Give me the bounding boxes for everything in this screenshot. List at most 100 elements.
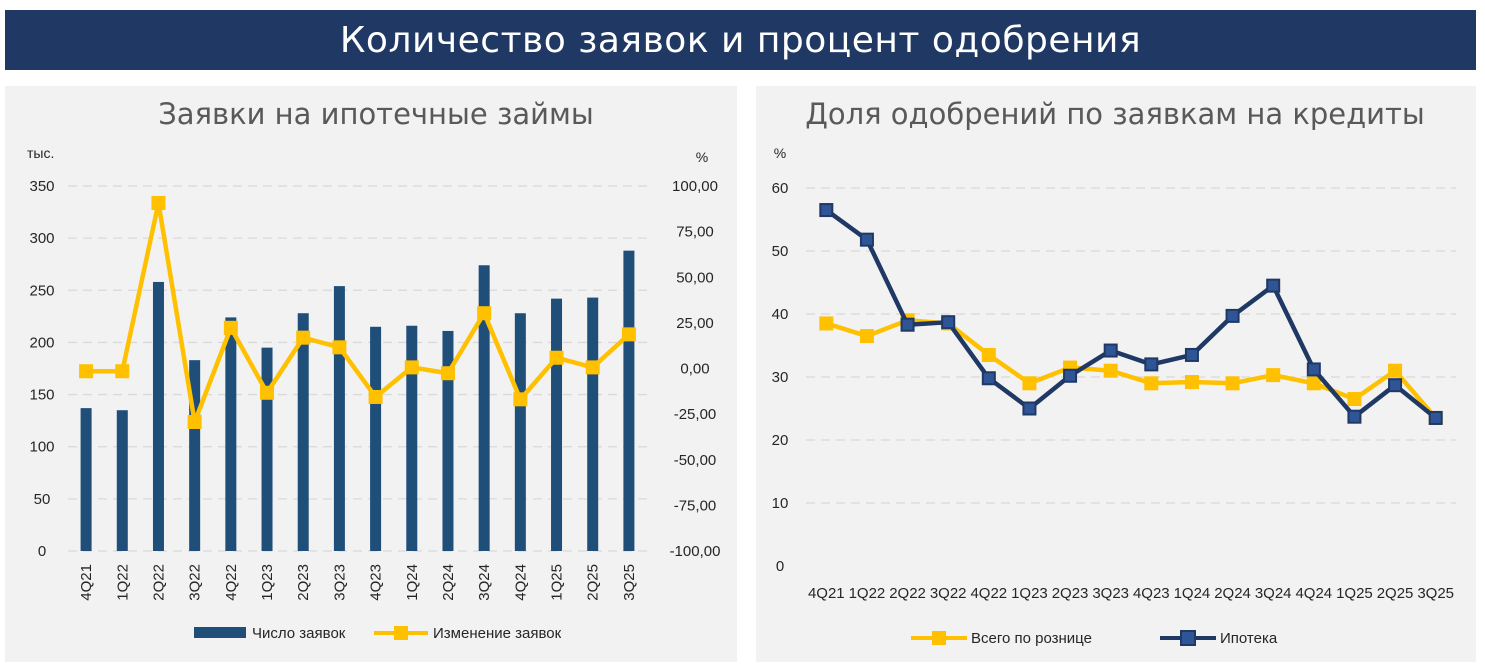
bar [478, 265, 490, 551]
bar [587, 297, 599, 551]
x-tick-label: 1Q23 [259, 564, 276, 601]
change-point [79, 364, 94, 379]
y2-tick-label: 75,00 [676, 224, 714, 241]
x-tick-label: 3Q23 [1092, 585, 1129, 602]
y2-tick-label: 25,00 [676, 315, 714, 332]
mortgage-point [1063, 368, 1078, 383]
change-point [440, 366, 455, 381]
mortgage-point [1347, 409, 1362, 424]
y-tick-label: 20 [772, 432, 789, 449]
y-tick-label: 350 [29, 178, 54, 195]
y-tick-label: 150 [29, 387, 54, 404]
retail-point [1184, 375, 1199, 390]
x-tick-label: 3Q24 [1255, 585, 1292, 602]
chart-title: Заявки на ипотечные займы [158, 97, 594, 131]
retail-point [1022, 376, 1037, 391]
x-tick-label: 4Q21 [78, 564, 95, 601]
change-point [368, 389, 383, 404]
bar [370, 326, 382, 551]
bar [514, 313, 526, 551]
change-line [86, 200, 631, 425]
bar [80, 408, 92, 551]
x-tick-label: 1Q22 [114, 564, 131, 601]
x-tick-label: 2Q23 [295, 564, 312, 601]
y-tick-label: 10 [772, 495, 789, 512]
header-banner: Количество заявок и процент одобрения [5, 10, 1476, 70]
y2-tick-label: 0,00 [680, 361, 709, 378]
retail-point [1306, 376, 1321, 391]
approval-share-chart-panel: Доля одобрений по заявкам на кредиты % 0… [756, 86, 1476, 662]
mortgage-applications-chart-panel: Заявки на ипотечные займы тыс. % 0 50 100 1… [5, 86, 737, 662]
y2-tick-label: 100,00 [672, 178, 718, 195]
x-tick-label: 3Q22 [930, 585, 967, 602]
change-point [585, 360, 600, 375]
bar [623, 250, 635, 551]
mortgage-point [1428, 410, 1443, 425]
y-tick-label: 0 [38, 543, 46, 560]
x-tick-label: 1Q24 [404, 564, 421, 601]
bar [225, 317, 237, 551]
x-tick-label: 4Q21 [808, 585, 845, 602]
retail-point [859, 329, 874, 344]
x-tick-label: 1Q24 [1174, 585, 1211, 602]
mortgage-point [1022, 401, 1037, 416]
legend-label-bars: Число заявок [252, 625, 346, 642]
mortgage-point [859, 232, 874, 247]
x-tick-label: 4Q23 [368, 564, 385, 601]
mortgage-point [819, 203, 834, 218]
retail-point [1347, 392, 1362, 407]
mortgage-line [824, 208, 1438, 420]
header-title: Количество заявок и процент одобрения [339, 19, 1142, 61]
bar [406, 325, 418, 551]
mortgage-point [1266, 278, 1281, 293]
x-tick-label: 3Q23 [331, 564, 348, 601]
y2-tick-label: 50,00 [676, 269, 714, 286]
change-point [115, 364, 130, 379]
y2-tick-label: -50,00 [674, 452, 717, 469]
x-tick-label: 4Q22 [970, 585, 1007, 602]
change-point [296, 330, 311, 345]
legend-swatch-bars [194, 627, 246, 638]
x-tick-label: 3Q25 [621, 564, 638, 601]
y-tick-label: 250 [29, 282, 54, 299]
x-tick-label: 1Q25 [549, 564, 566, 601]
bar [442, 330, 454, 551]
bar [116, 410, 128, 551]
change-point [621, 327, 636, 342]
bar [189, 360, 201, 551]
y2-axis-unit: % [696, 149, 708, 165]
bar [551, 298, 563, 551]
x-tick-label: 2Q22 [150, 564, 167, 601]
x-tick-label: 2Q24 [440, 564, 457, 601]
mortgage-applications-chart: Заявки на ипотечные займы тыс. % 0 50 100 1… [27, 97, 721, 642]
retail-point [1266, 368, 1281, 383]
retail-point [1103, 363, 1118, 378]
retail-point [1388, 363, 1403, 378]
x-tick-label: 3Q24 [476, 564, 493, 601]
retail-point [1225, 376, 1240, 391]
change-point [187, 414, 202, 429]
y-tick-label: 60 [772, 180, 789, 197]
bar [333, 286, 345, 551]
change-point [151, 195, 166, 210]
mortgage-point [981, 371, 996, 386]
y2-tick-label: -75,00 [674, 497, 717, 514]
y-tick-label: 50 [772, 243, 789, 260]
legend-marker-retail [932, 631, 946, 645]
y2-tick-label: -100,00 [670, 543, 721, 560]
change-point [260, 385, 275, 400]
x-tick-label: 3Q22 [187, 564, 204, 601]
y-tick-label: 30 [772, 369, 789, 386]
mortgage-point [1225, 308, 1240, 323]
legend-label-change: Изменение заявок [433, 625, 562, 642]
change-point [332, 340, 347, 355]
x-tick-label: 4Q23 [1133, 585, 1170, 602]
mortgage-point [1306, 362, 1321, 377]
retail-point [819, 316, 834, 331]
change-point [477, 306, 492, 321]
change-point [513, 392, 528, 407]
bar [261, 347, 273, 551]
bar [297, 313, 309, 551]
retail-point [1144, 376, 1159, 391]
mortgage-point [1144, 357, 1159, 372]
